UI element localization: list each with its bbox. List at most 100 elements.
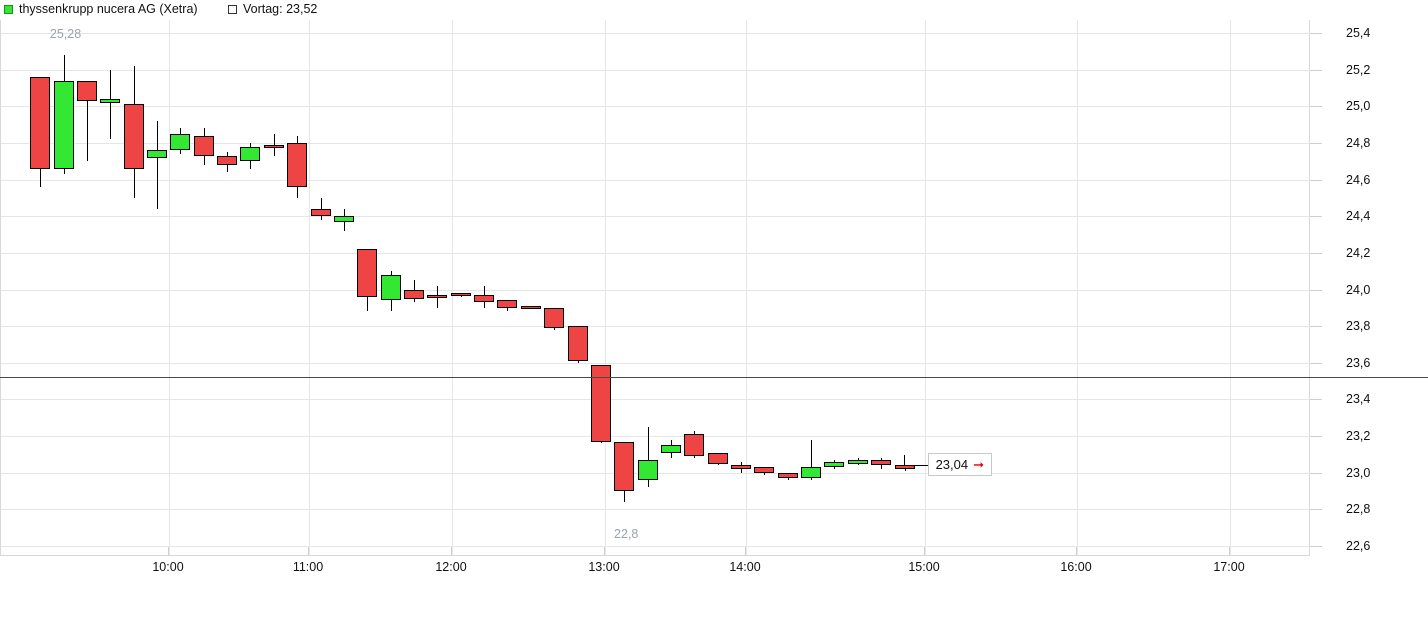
candle-body-down xyxy=(311,208,331,217)
price-axis-tick xyxy=(1310,69,1322,71)
chart-legend: thyssenkrupp nucera AG (Xetra) Vortag: 2… xyxy=(0,0,1428,18)
price-axis-label: 24,2 xyxy=(1346,245,1371,260)
price-axis-tick xyxy=(1310,179,1322,181)
candle-body-up xyxy=(240,146,260,162)
gridline-horizontal xyxy=(1,399,1311,401)
price-axis-tick xyxy=(1310,252,1322,254)
gridline-vertical xyxy=(605,20,606,555)
price-axis-label: 22,8 xyxy=(1346,502,1371,517)
candle-body-down xyxy=(77,80,97,101)
candle-body-up xyxy=(801,467,821,479)
time-axis-label: 14:00 xyxy=(729,560,761,574)
gridline-vertical xyxy=(1077,20,1078,555)
series-color-swatch-icon xyxy=(4,4,13,14)
gridline-horizontal xyxy=(1,69,1311,71)
time-axis-tick xyxy=(1229,547,1230,555)
candle-body-up xyxy=(824,461,844,468)
gridline-horizontal xyxy=(1,436,1311,438)
price-axis-tick xyxy=(1310,472,1322,474)
gridline-horizontal xyxy=(1,33,1311,34)
gridline-horizontal xyxy=(1,252,1311,254)
time-axis-line xyxy=(0,555,1310,556)
time-axis-label: 17:00 xyxy=(1213,560,1245,574)
low-price-annotation: 22,8 xyxy=(614,527,639,542)
candle-body-down xyxy=(684,434,704,457)
gridline-horizontal xyxy=(1,509,1311,511)
candle-body-up xyxy=(638,459,658,481)
gridline-horizontal xyxy=(1,326,1311,328)
price-axis-tick xyxy=(1310,509,1322,511)
price-axis-tick xyxy=(1310,436,1322,438)
price-axis-label: 25,0 xyxy=(1346,99,1371,114)
legend-series-label: thyssenkrupp nucera AG (Xetra) xyxy=(19,2,198,16)
time-axis-tick xyxy=(1076,547,1077,555)
time-axis-label: 15:00 xyxy=(908,560,940,574)
candle-body-down xyxy=(614,441,634,492)
candle-wick xyxy=(811,439,812,481)
gridline-horizontal xyxy=(1,546,1311,547)
candle-body-down xyxy=(30,76,50,169)
candle-body-down xyxy=(194,135,214,156)
gridline-horizontal xyxy=(1,142,1311,144)
candle-body-down xyxy=(708,452,728,464)
price-axis-label: 23,2 xyxy=(1346,429,1371,444)
gridline-horizontal xyxy=(1,216,1311,218)
candle-body-down xyxy=(544,307,564,328)
gridline-vertical xyxy=(169,20,170,555)
gridline-vertical xyxy=(1230,20,1231,555)
time-axis-tick xyxy=(451,547,452,555)
candle-wick xyxy=(157,120,158,209)
legend-reference-label: Vortag: 23,52 xyxy=(243,2,318,16)
gridline-vertical xyxy=(746,20,747,555)
gridline-vertical xyxy=(925,20,926,555)
legend-item-reference[interactable]: Vortag: 23,52 xyxy=(228,0,317,18)
time-axis-label: 12:00 xyxy=(435,560,467,574)
price-axis-label: 24,8 xyxy=(1346,135,1371,150)
plot-area[interactable]: 25,28 22,8 xyxy=(0,20,1311,555)
price-axis-tick xyxy=(1310,106,1322,108)
candle-body-down xyxy=(568,326,588,361)
candle-body-down xyxy=(497,300,517,308)
gridline-vertical xyxy=(309,20,310,555)
price-axis-label: 22,6 xyxy=(1346,539,1371,553)
last-price-connector xyxy=(903,465,930,467)
candle-body-down xyxy=(778,472,798,479)
time-axis-label: 11:00 xyxy=(292,560,324,574)
candle-body-down xyxy=(264,144,284,148)
candle-body-down xyxy=(217,155,237,165)
candle-wick xyxy=(648,426,649,488)
time-axis-label: 13:00 xyxy=(588,560,620,574)
candle-body-down xyxy=(124,104,144,169)
price-axis-label: 23,4 xyxy=(1346,392,1371,407)
last-price-badge[interactable]: 23,04 ➞ xyxy=(927,453,993,477)
price-axis-label: 24,4 xyxy=(1346,209,1371,224)
time-axis-tick xyxy=(604,547,605,555)
price-axis-label: 23,8 xyxy=(1346,319,1371,334)
price-down-arrow-icon: ➞ xyxy=(973,457,985,473)
gridline-horizontal xyxy=(1,106,1311,108)
price-axis-tick xyxy=(1310,399,1322,401)
price-axis-tick xyxy=(1310,326,1322,328)
price-axis-label: 23,6 xyxy=(1346,355,1371,370)
price-axis-tick xyxy=(1310,289,1322,291)
legend-item-series[interactable]: thyssenkrupp nucera AG (Xetra) xyxy=(4,0,198,18)
candle-body-up xyxy=(661,445,681,453)
price-axis-label: 24,6 xyxy=(1346,172,1371,187)
candle-body-down xyxy=(591,364,611,442)
candle-body-down xyxy=(521,305,541,309)
candle-body-up xyxy=(170,133,190,151)
last-price-stub xyxy=(903,455,905,466)
high-price-annotation: 25,28 xyxy=(49,26,82,41)
candle-body-down xyxy=(754,467,774,473)
candle-body-up xyxy=(381,274,401,301)
time-axis-tick xyxy=(745,547,746,555)
candle-body-up xyxy=(100,98,120,103)
candle-body-down xyxy=(451,293,471,297)
time-axis: 10:00 11:00 12:00 13:00 14:00 15:00 16:00 17:00 xyxy=(0,547,1428,595)
price-axis-label: 25,2 xyxy=(1346,62,1371,77)
price-axis-label: 24,0 xyxy=(1346,282,1371,297)
gridline-vertical xyxy=(452,20,453,555)
candle-body-down xyxy=(357,249,377,297)
previous-close-line xyxy=(0,377,1428,379)
